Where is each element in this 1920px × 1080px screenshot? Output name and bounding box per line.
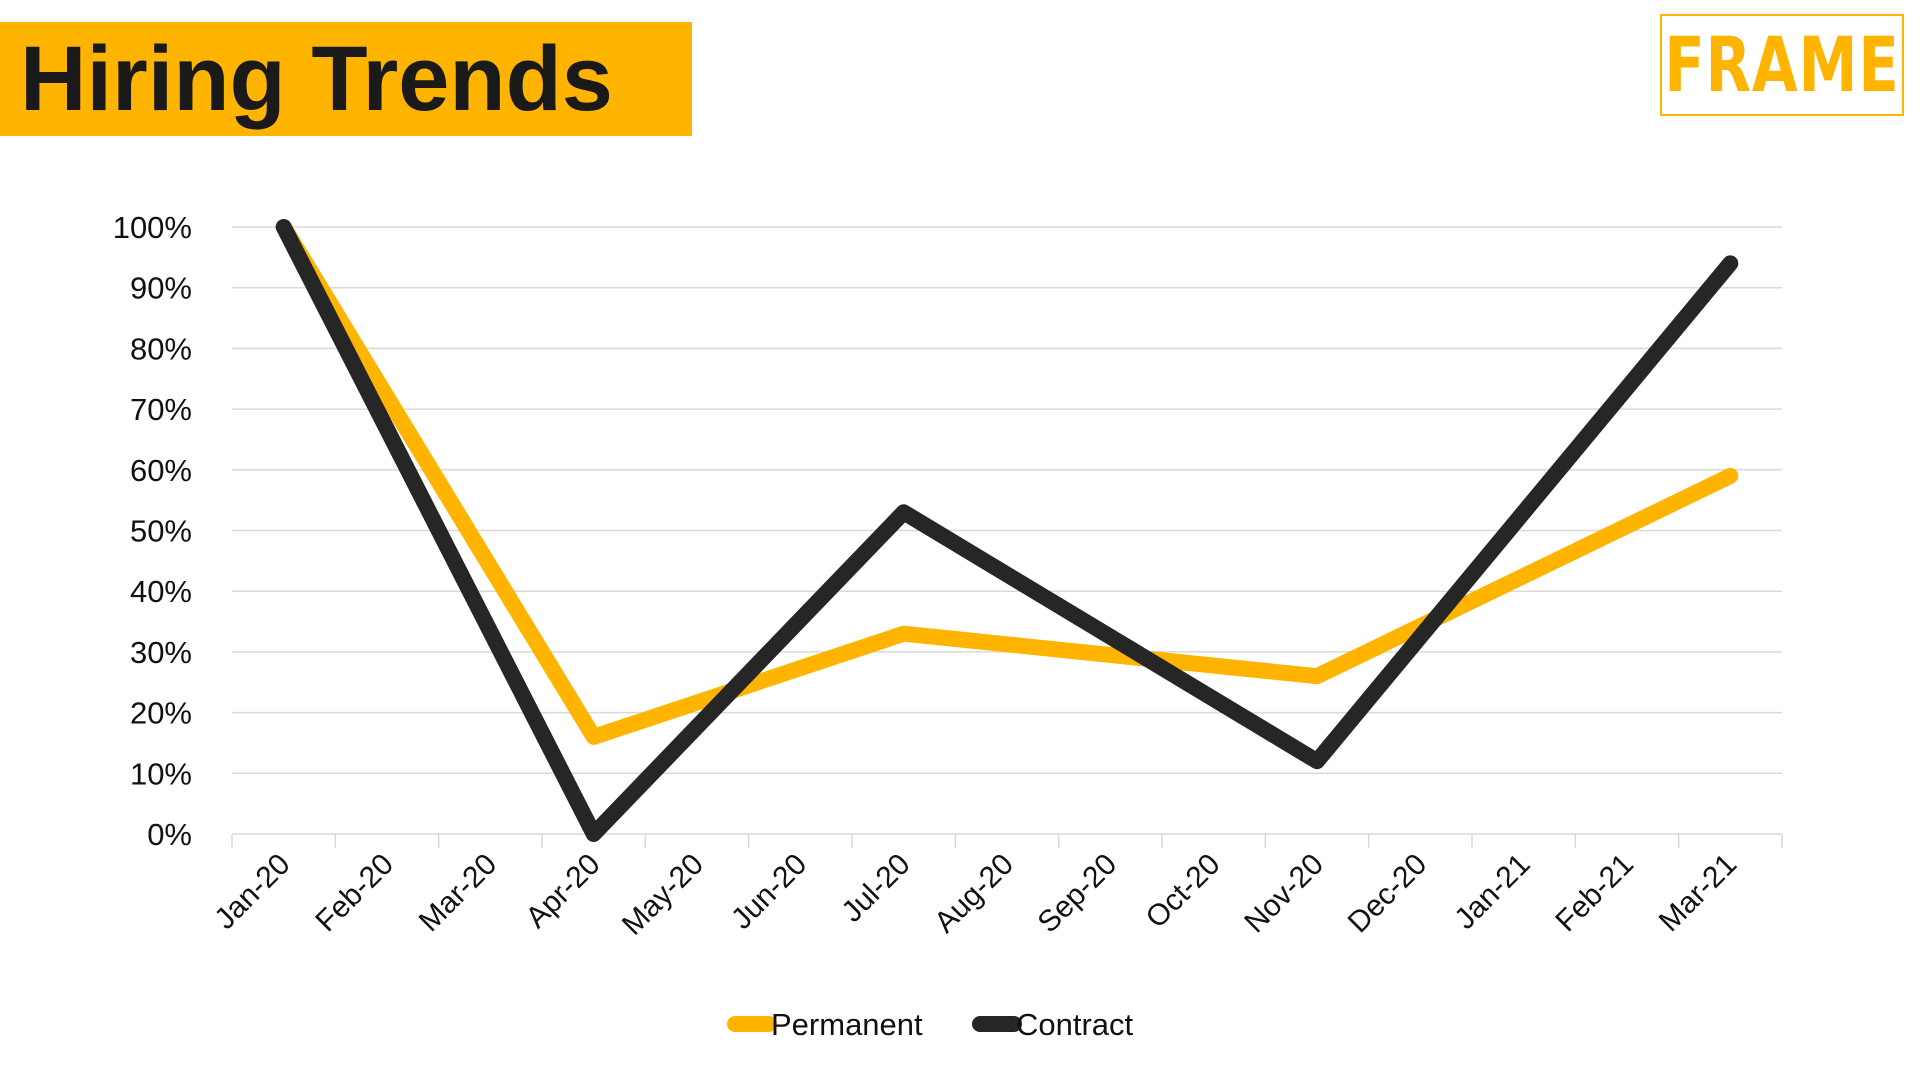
legend-label-permanent: Permanent [771, 1007, 923, 1042]
y-tick-label: 10% [130, 756, 192, 791]
x-tick-label: Mar-20 [413, 848, 504, 939]
legend-label-contract: Contract [1016, 1007, 1134, 1042]
y-tick-label: 90% [130, 271, 192, 306]
series-line-permanent [275, 219, 1739, 745]
y-tick-label: 50% [130, 514, 192, 549]
x-tick-label: Aug-20 [928, 848, 1020, 940]
x-tick-label: Jan-21 [1448, 848, 1536, 936]
y-tick-label: 60% [130, 453, 192, 488]
x-tick-label: Sep-20 [1032, 848, 1124, 940]
logo-text: FRAME [1664, 20, 1900, 109]
x-tick-label: Oct-20 [1140, 848, 1227, 935]
legend: Permanent Contract [727, 1007, 1134, 1042]
page-title: Hiring Trends [20, 28, 613, 130]
x-tick-label: Nov-20 [1238, 848, 1330, 940]
x-tick-label: Jul-20 [835, 848, 916, 929]
x-axis: Jan-20 Feb-20 Mar-20 Apr-20 May-20 Jun-20 Jul-… [208, 834, 1783, 942]
x-tick-label: Jan-20 [208, 848, 296, 936]
x-tick-label: Apr-20 [520, 848, 607, 935]
y-tick-label: 20% [130, 696, 192, 731]
y-tick-label: 100% [113, 210, 192, 245]
y-tick-label: 70% [130, 392, 192, 427]
y-tick-label: 40% [130, 574, 192, 609]
series-lines [275, 219, 1739, 842]
y-tick-label: 0% [147, 817, 192, 852]
x-tick-label: Jun-20 [725, 848, 813, 936]
x-tick-label: Feb-20 [309, 848, 400, 939]
title-banner: Hiring Trends [0, 22, 692, 136]
y-tick-label: 30% [130, 635, 192, 670]
y-axis: 0% 10% 20% 30% 40% 50% 60% 70% 80% 90% 100% [113, 210, 192, 852]
x-tick-label: Feb-21 [1549, 848, 1640, 939]
x-tick-label: Mar-21 [1653, 848, 1744, 939]
y-tick-label: 80% [130, 331, 192, 366]
x-tick-label: May-20 [616, 848, 710, 942]
x-tick-label: Dec-20 [1342, 848, 1434, 940]
brand-logo: FRAME [1660, 14, 1904, 116]
series-line-contract [275, 219, 1739, 842]
